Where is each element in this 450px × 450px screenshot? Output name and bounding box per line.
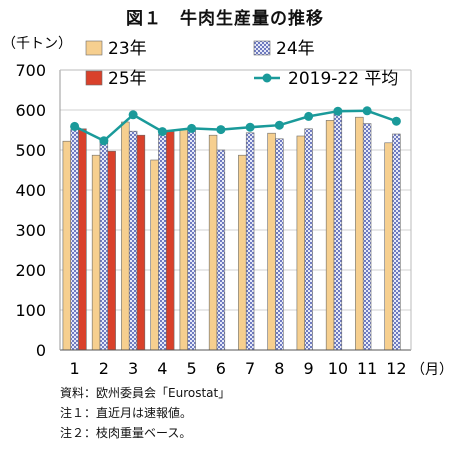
legend-label: 23年: [108, 39, 147, 59]
line-point: [245, 122, 255, 132]
line-point: [391, 116, 401, 126]
x-tick-label: 8: [274, 359, 284, 378]
x-unit-label: （月）: [411, 362, 450, 378]
line-series-average: [74, 109, 397, 143]
line-point: [274, 120, 284, 130]
bar-23年: [121, 121, 130, 351]
chart-title: 図１ 牛肉生産量の推移: [126, 9, 324, 29]
line-point: [333, 106, 343, 116]
bar-24年: [128, 130, 138, 351]
legend-swatch: [85, 40, 103, 56]
y-tick-label: 0: [36, 341, 46, 360]
bar-23年: [238, 154, 247, 351]
footnote-note-2: 注２：枝肉重量ベース。: [60, 426, 192, 440]
y-tick-label: 200: [15, 261, 46, 280]
bar-24年: [70, 129, 79, 351]
bar-23年: [267, 132, 276, 351]
legend-swatch: [85, 70, 103, 86]
x-tick-label: 1: [70, 359, 80, 378]
bar-25年: [107, 150, 116, 351]
x-tick-label: 11: [357, 359, 377, 378]
legend: 23年 24年 25年 2019-22 平均: [85, 39, 398, 89]
bar-24年: [362, 123, 372, 351]
x-tick-label: 2: [99, 359, 109, 378]
x-tick-label: 5: [187, 359, 197, 378]
bar-23年: [208, 134, 218, 351]
y-tick-label: 700: [15, 61, 46, 80]
line-point: [157, 127, 167, 137]
y-tick-label: 100: [15, 301, 46, 320]
bar-24年: [187, 128, 196, 351]
line-point: [216, 125, 226, 135]
bar-23年: [384, 142, 393, 351]
x-tick-label: 9: [304, 359, 314, 378]
bar-24年: [304, 128, 313, 351]
x-tick-label: 6: [216, 359, 226, 378]
average-line: [70, 106, 401, 146]
bar-23年: [296, 135, 306, 351]
bar-23年: [62, 140, 72, 351]
legend-swatch: [253, 40, 271, 56]
bar-25年: [165, 131, 175, 351]
bar-24年: [158, 134, 167, 351]
footnote-source: 資料：欧州委員会「Eurostat」: [60, 386, 231, 400]
bar-24年: [275, 138, 284, 351]
bar-23年: [150, 159, 159, 351]
x-tick-label: 4: [157, 359, 167, 378]
bar-23年: [325, 120, 335, 351]
line-point: [99, 136, 109, 146]
legend-marker: [262, 73, 272, 83]
bar-23年: [91, 154, 101, 351]
bar-25年: [78, 128, 87, 351]
bar-25年: [136, 134, 146, 351]
legend-label: 25年: [108, 69, 147, 89]
y-tick-label: 400: [15, 181, 46, 200]
bars: [62, 110, 401, 351]
footnote-note-1: 注１：直近月は速報値。: [60, 406, 193, 420]
x-tick-label: 12: [386, 359, 406, 378]
line-point: [128, 110, 138, 120]
x-tick-label: 7: [245, 359, 255, 378]
y-tick-label: 300: [15, 221, 46, 240]
line-point: [70, 121, 80, 131]
line-point: [187, 123, 197, 133]
legend-label: 24年: [276, 39, 315, 59]
y-tick-label: 600: [15, 101, 46, 120]
legend-label: 2019-22 平均: [288, 69, 398, 89]
bar-24年: [333, 110, 343, 351]
line-point: [304, 111, 314, 121]
bar-23年: [355, 116, 364, 351]
y-tick-label: 500: [15, 141, 46, 160]
x-tick-label: 3: [128, 359, 138, 378]
y-unit-label: （千トン）: [2, 36, 72, 52]
bar-24年: [99, 137, 109, 351]
line-point: [362, 106, 372, 116]
bar-24年: [216, 149, 226, 351]
bar-23年: [179, 128, 189, 351]
bar-24年: [392, 133, 401, 351]
x-tick-label: 10: [328, 359, 348, 378]
bar-24年: [245, 132, 255, 351]
